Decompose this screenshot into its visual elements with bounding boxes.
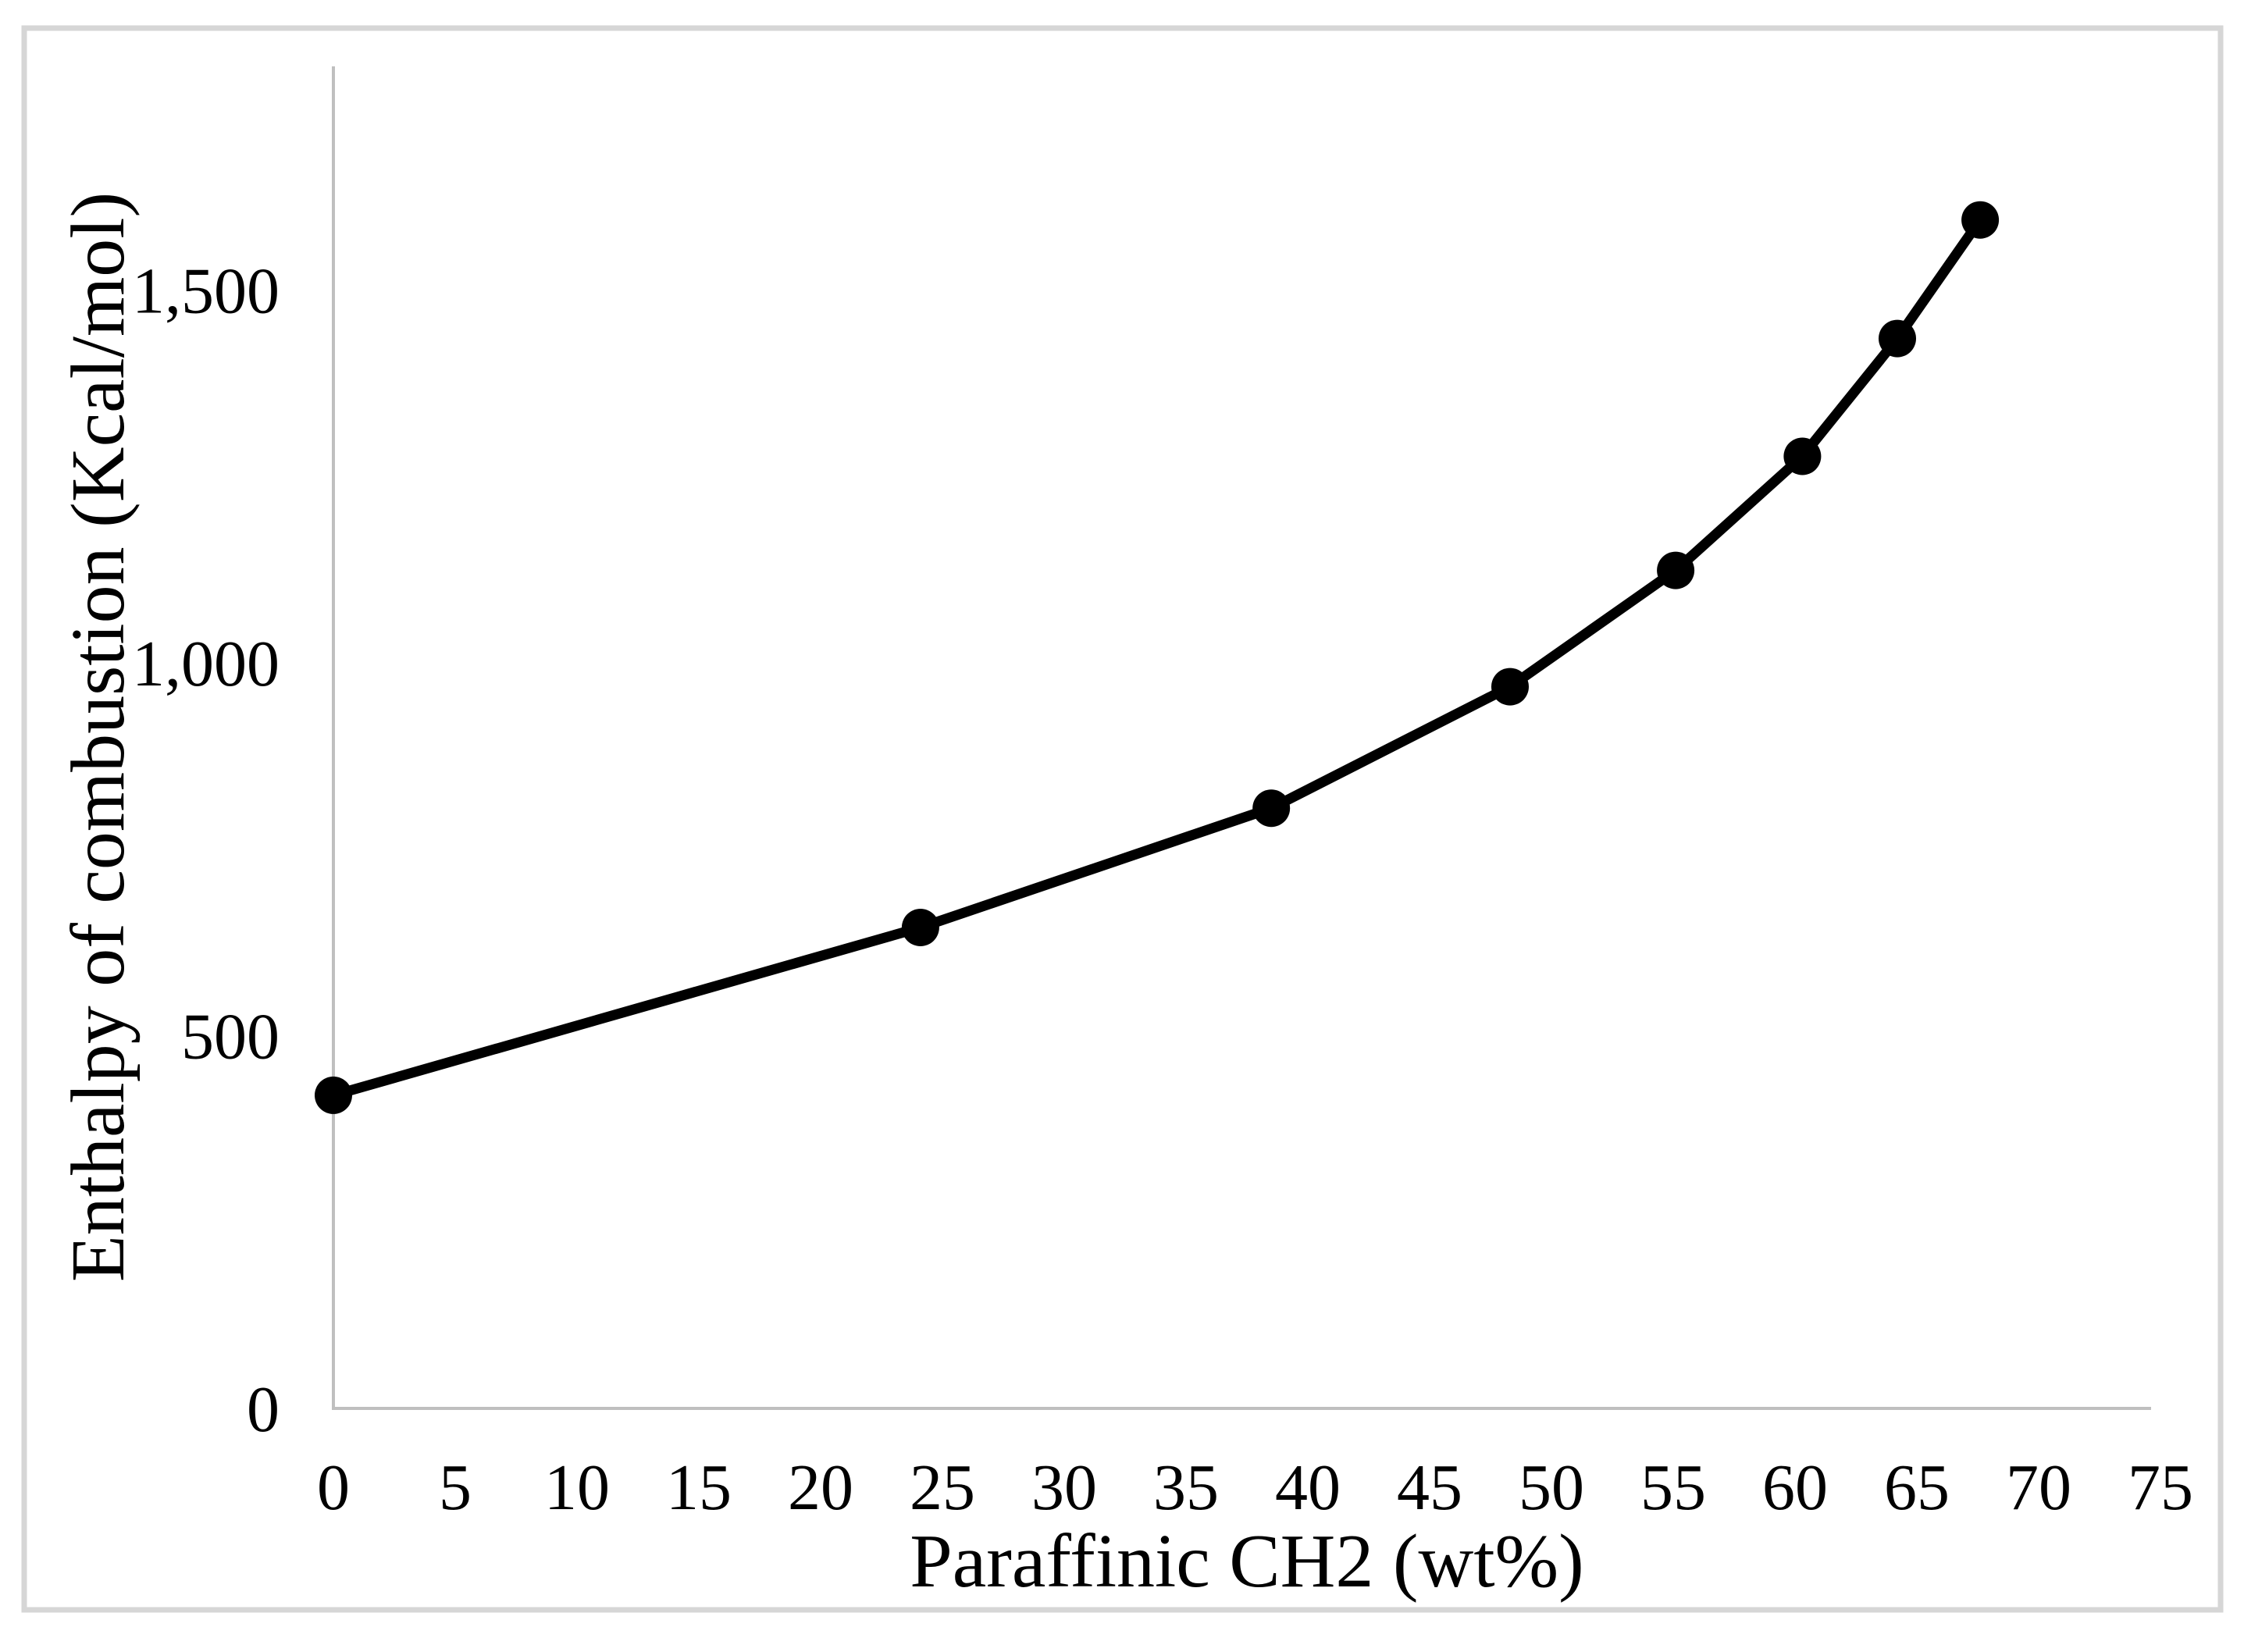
x-tick-labels: 0 5 10 15 20 25 30 35 40 45 50 55 60 65 70 75 <box>317 1451 2193 1524</box>
x-tick-label: 25 <box>910 1451 975 1524</box>
x-tick-label: 35 <box>1153 1451 1219 1524</box>
x-tick-label: 15 <box>666 1451 732 1524</box>
x-tick-label: 20 <box>788 1451 853 1524</box>
x-tick-label: 40 <box>1275 1451 1341 1524</box>
data-point-marker <box>315 1076 352 1114</box>
data-point-marker <box>1961 201 2000 239</box>
series-line <box>328 215 1986 1101</box>
x-tick-label: 30 <box>1031 1451 1097 1524</box>
data-point-marker <box>901 909 939 946</box>
y-tick-label: 1,000 <box>132 628 280 700</box>
x-tick-label: 70 <box>2006 1451 2071 1524</box>
x-tick-label: 55 <box>1640 1451 1706 1524</box>
x-tick-label: 50 <box>1519 1451 1584 1524</box>
x-tick-label: 60 <box>1762 1451 1828 1524</box>
x-tick-label: 45 <box>1397 1451 1462 1524</box>
x-tick-label: 65 <box>1884 1451 1950 1524</box>
data-point-marker <box>1491 668 1529 706</box>
figure-border <box>21 25 2224 1613</box>
x-axis-title: Paraffinic CH2 (wt%) <box>910 1519 1584 1604</box>
data-point-markers <box>315 201 2000 1114</box>
y-tick-label: 1,500 <box>132 255 280 328</box>
data-point-marker <box>1252 789 1291 828</box>
y-tick-labels: 0 500 1,000 1,500 <box>132 255 280 1447</box>
x-tick-label: 75 <box>2128 1451 2193 1524</box>
data-point-marker <box>1657 551 1695 589</box>
data-point-marker <box>1783 437 1822 475</box>
x-tick-label: 10 <box>544 1451 610 1524</box>
y-tick-label: 500 <box>181 1001 280 1073</box>
data-point-marker <box>1879 319 1916 358</box>
x-tick-label: 0 <box>317 1451 350 1524</box>
x-tick-label: 5 <box>439 1451 472 1524</box>
y-axis-title: Enthalpy of combustion (Kcal/mol) <box>56 192 141 1282</box>
y-tick-label: 0 <box>247 1373 280 1446</box>
